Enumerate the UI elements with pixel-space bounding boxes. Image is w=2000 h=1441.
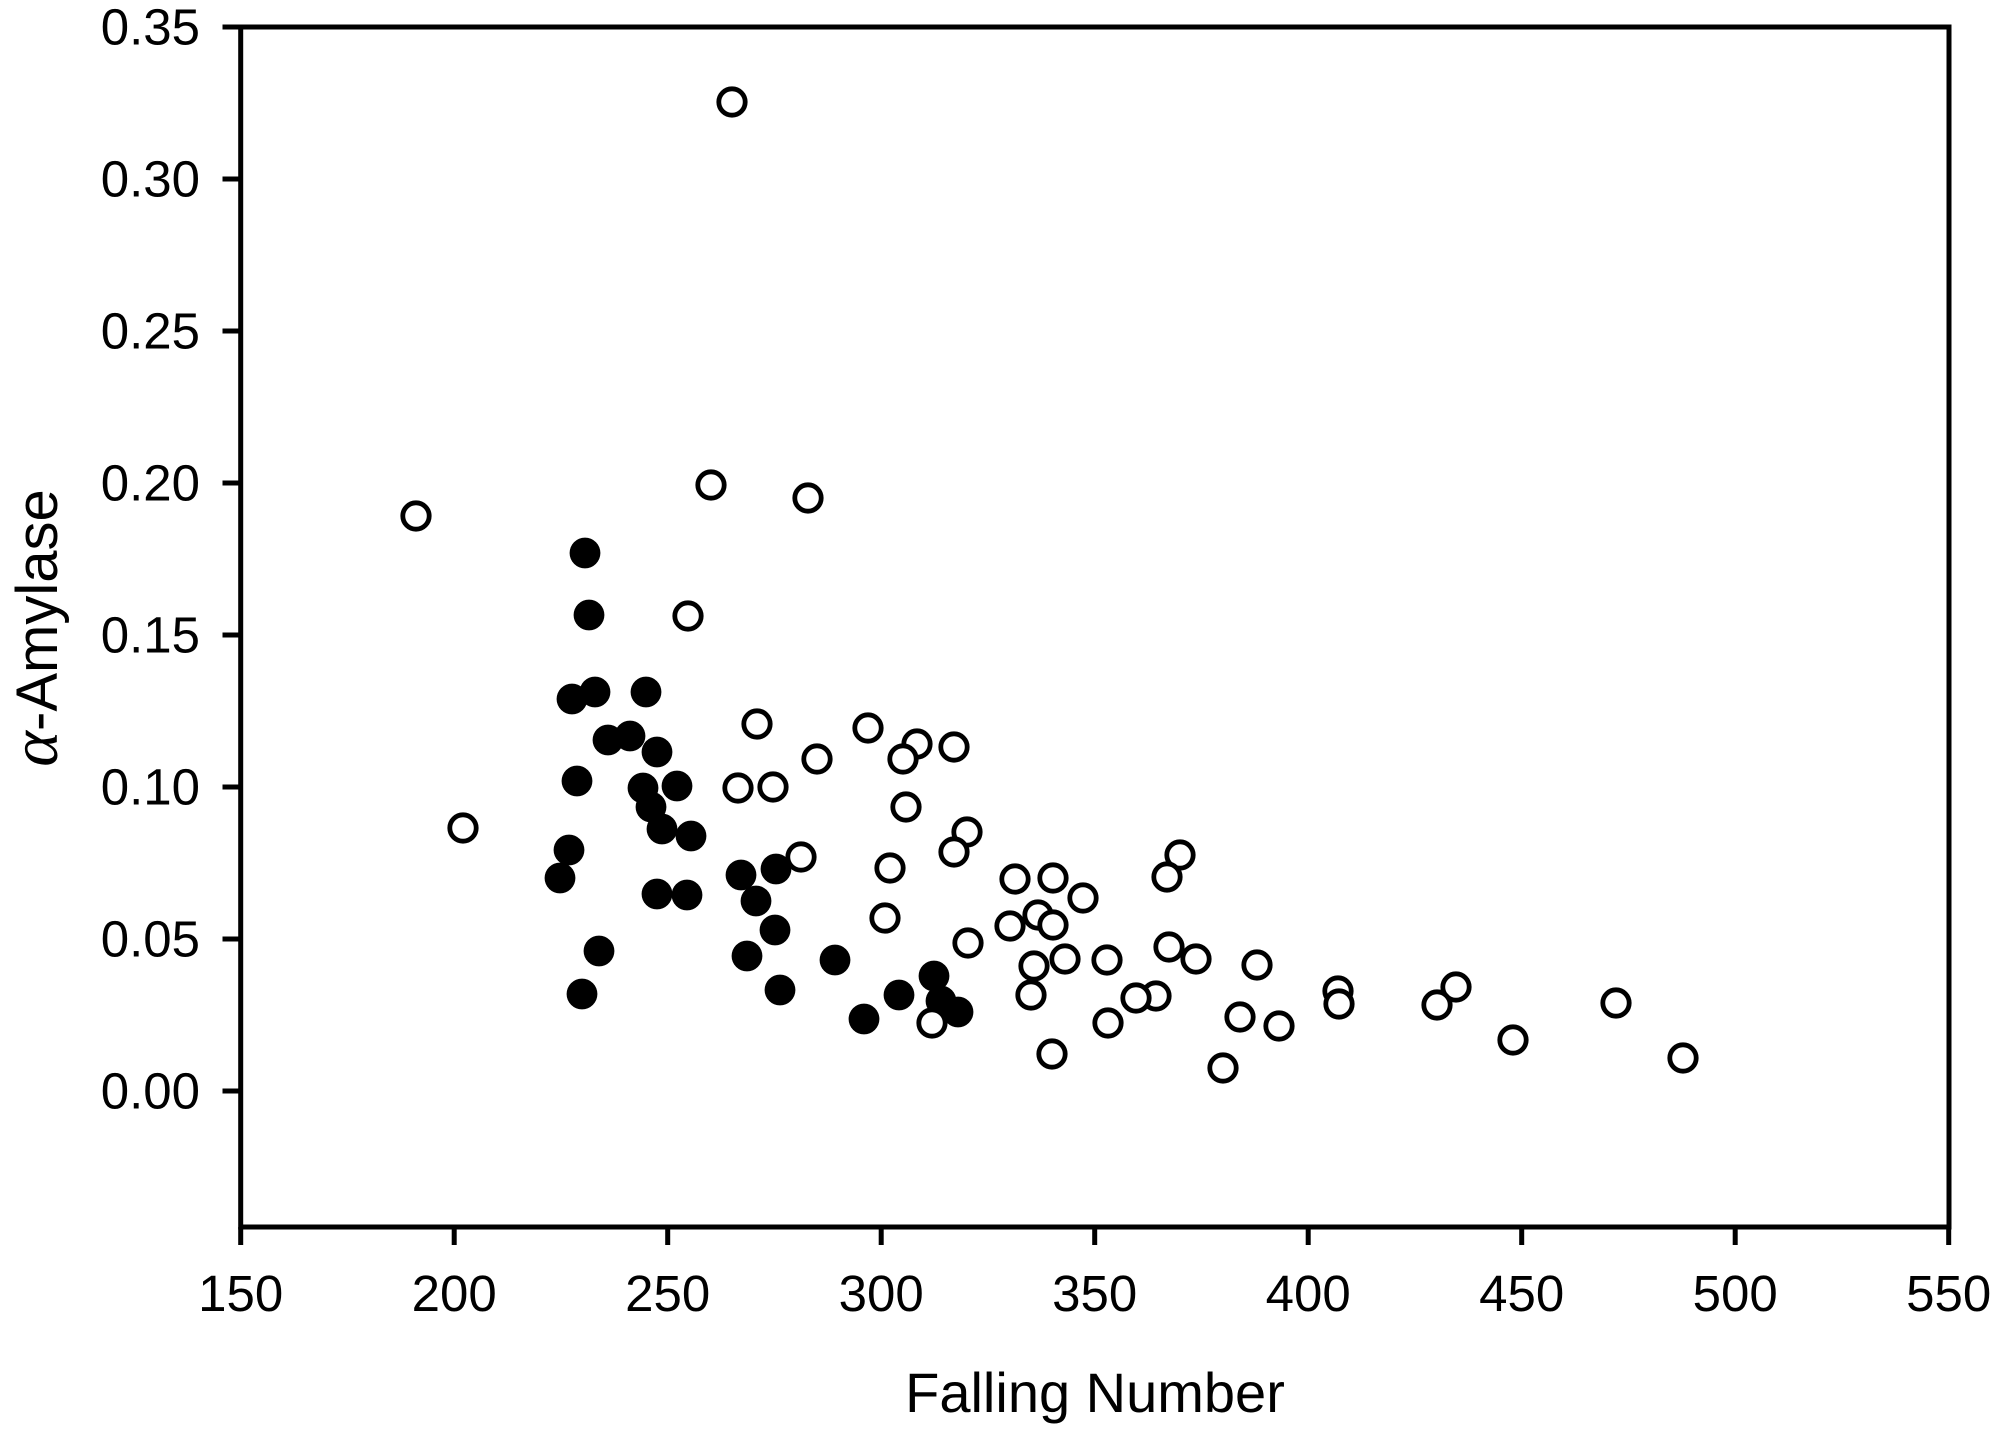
svg-text:0.10: 0.10 [101, 759, 200, 816]
svg-text:150: 150 [198, 1265, 283, 1322]
svg-text:300: 300 [839, 1265, 924, 1322]
svg-text:0.30: 0.30 [101, 151, 200, 208]
svg-text:0.35: 0.35 [101, 0, 200, 56]
svg-text:500: 500 [1693, 1265, 1778, 1322]
svg-text:200: 200 [412, 1265, 497, 1322]
svg-text:0.25: 0.25 [101, 303, 200, 360]
svg-text:0.15: 0.15 [101, 607, 200, 664]
svg-text:0.20: 0.20 [101, 455, 200, 512]
svg-text:400: 400 [1266, 1265, 1351, 1322]
svg-text:250: 250 [625, 1265, 710, 1322]
svg-text:450: 450 [1479, 1265, 1564, 1322]
svg-text:0.05: 0.05 [101, 911, 200, 968]
svg-text:350: 350 [1052, 1265, 1137, 1322]
svg-text:α-Amylase: α-Amylase [0, 489, 72, 766]
svg-text:Falling Number: Falling Number [905, 1361, 1285, 1424]
svg-text:0.00: 0.00 [101, 1063, 200, 1120]
svg-text:550: 550 [1906, 1265, 1991, 1322]
